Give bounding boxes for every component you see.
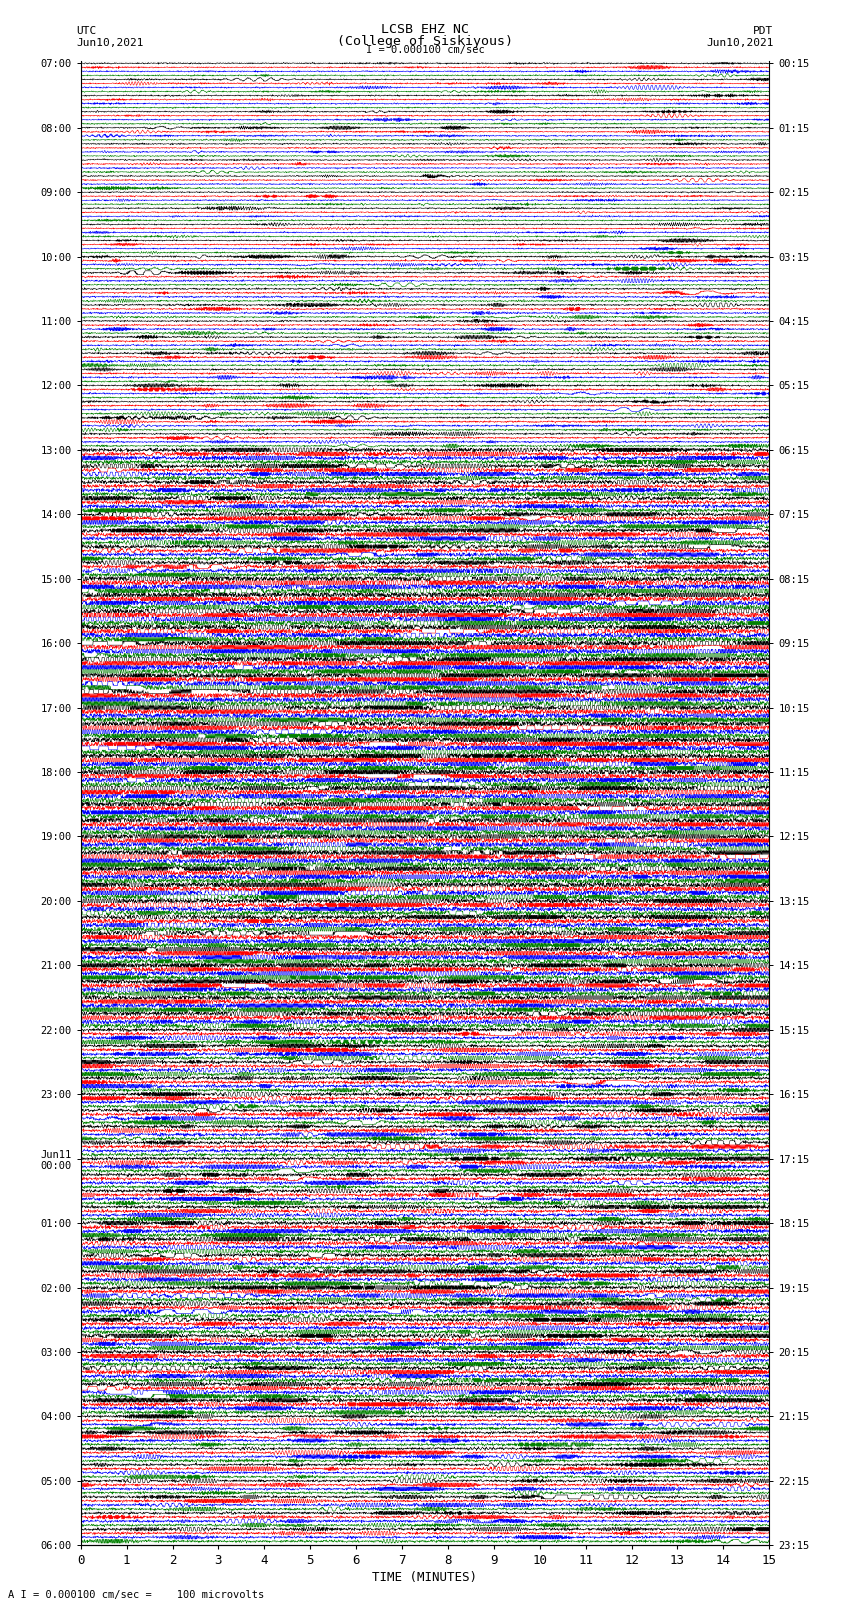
- X-axis label: TIME (MINUTES): TIME (MINUTES): [372, 1571, 478, 1584]
- Text: Jun10,2021: Jun10,2021: [76, 37, 144, 47]
- Text: UTC: UTC: [76, 26, 97, 37]
- Text: (College of Siskiyous): (College of Siskiyous): [337, 34, 513, 47]
- Text: PDT: PDT: [753, 26, 774, 37]
- Text: A I = 0.000100 cm/sec =    100 microvolts: A I = 0.000100 cm/sec = 100 microvolts: [8, 1590, 264, 1600]
- Text: I = 0.000100 cm/sec: I = 0.000100 cm/sec: [366, 45, 484, 55]
- Text: Jun10,2021: Jun10,2021: [706, 37, 774, 47]
- Text: LCSB EHZ NC: LCSB EHZ NC: [381, 23, 469, 37]
